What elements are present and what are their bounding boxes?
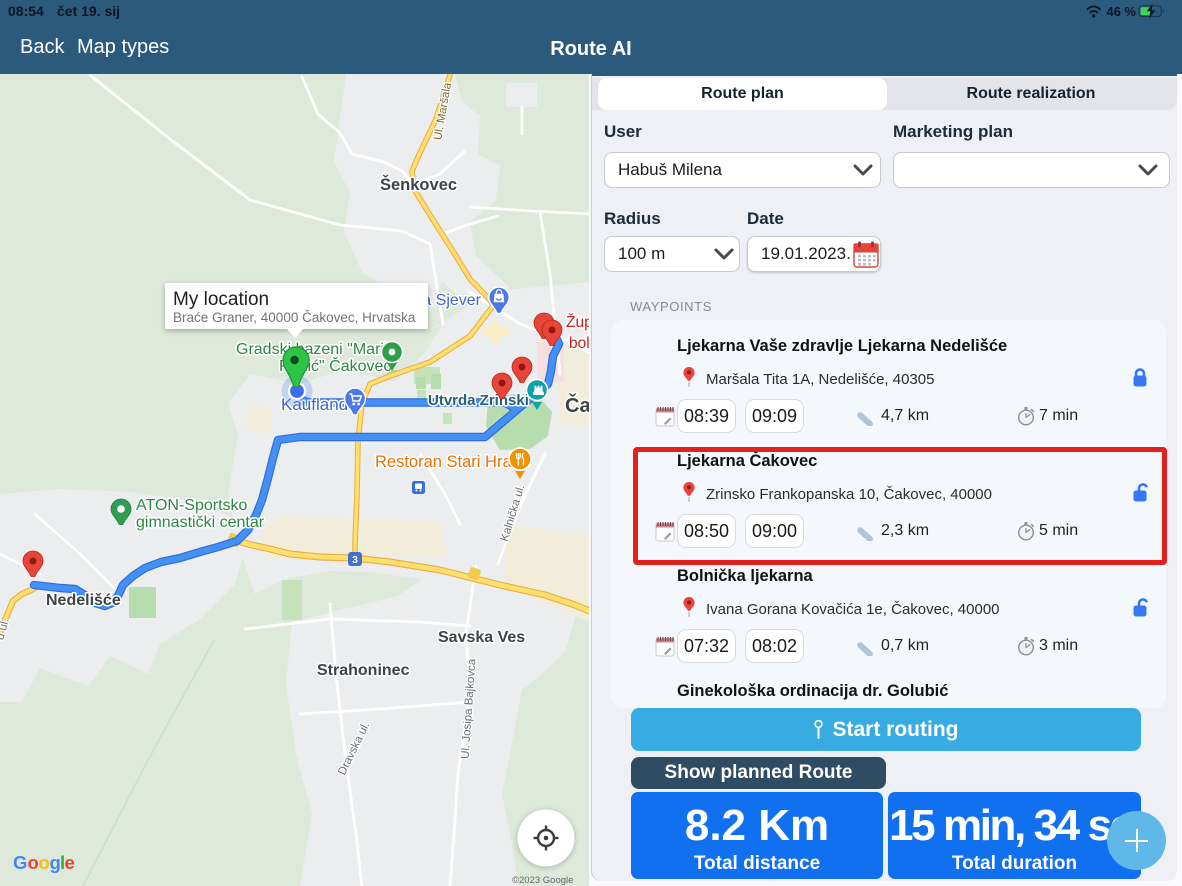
svg-text:G: G bbox=[13, 852, 27, 873]
svg-text:e: e bbox=[65, 852, 75, 873]
svg-text:boln: boln bbox=[569, 335, 589, 352]
svg-text:Strahoninec: Strahoninec bbox=[317, 662, 410, 679]
svg-text:ATON-Sportsko: ATON-Sportsko bbox=[136, 497, 248, 514]
svg-text:Čakovec: Čakovec bbox=[565, 393, 589, 417]
svg-text:gimnastički centar: gimnastički centar bbox=[136, 514, 265, 531]
svg-text:3: 3 bbox=[352, 554, 358, 566]
svg-text:Restoran Stari Hrast: Restoran Stari Hrast bbox=[375, 453, 525, 471]
svg-text:Župa: Župa bbox=[566, 314, 589, 331]
svg-text:g: g bbox=[50, 852, 61, 873]
svg-text:Utvrda Zrinski: Utvrda Zrinski bbox=[428, 392, 529, 409]
svg-text:Gradski bazeni "Marija: Gradski bazeni "Marija bbox=[236, 341, 397, 358]
svg-text:Šenkovec: Šenkovec bbox=[380, 175, 457, 194]
svg-text:Braće Graner, 40000 Čakovec, H: Braće Graner, 40000 Čakovec, Hrvatska bbox=[173, 310, 416, 325]
svg-text:ja Sjever: ja Sjever bbox=[418, 292, 482, 309]
svg-text:o: o bbox=[28, 852, 39, 873]
svg-text:My location: My location bbox=[173, 289, 269, 310]
svg-text:Nedelišće: Nedelišće bbox=[46, 592, 121, 609]
svg-text:Savska Ves: Savska Ves bbox=[438, 629, 525, 646]
svg-text:l: l bbox=[60, 852, 65, 873]
svg-text:©2023 Google: ©2023 Google bbox=[512, 875, 573, 886]
svg-text:46 %: 46 % bbox=[1107, 4, 1137, 19]
svg-text:o: o bbox=[39, 852, 50, 873]
